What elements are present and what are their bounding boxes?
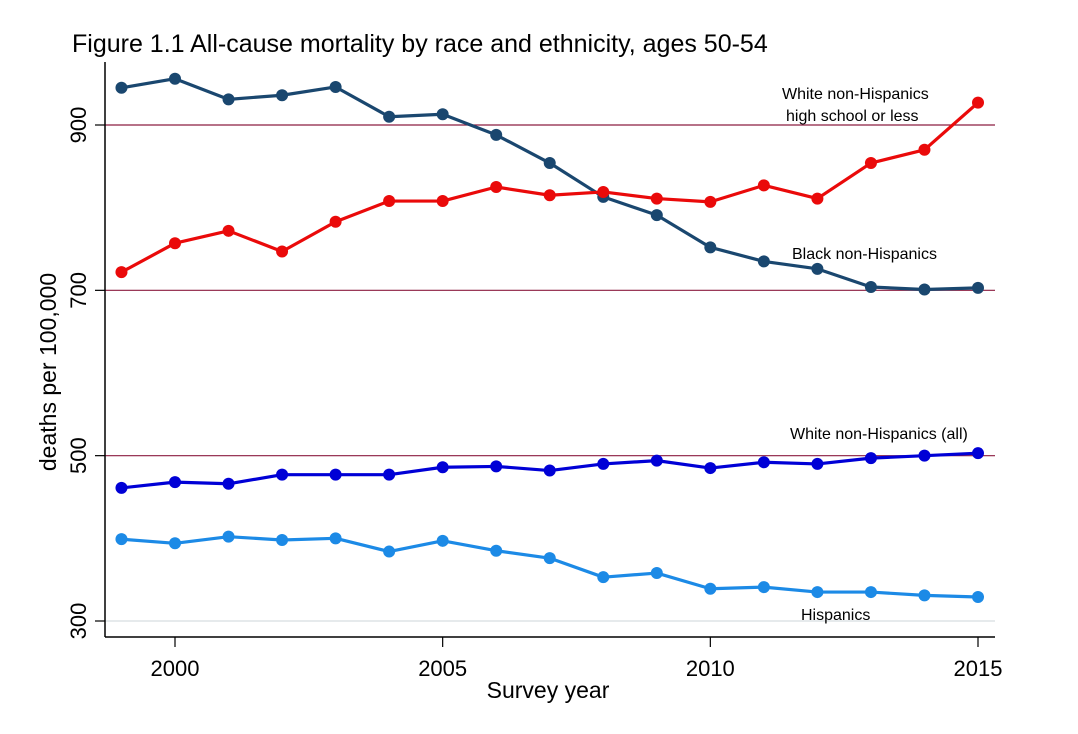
data-point-hispanics-2012 [811,586,824,599]
data-point-black-non-hispanics-2003 [329,80,342,93]
data-point-white-non-hispanics-all-2009 [650,454,663,467]
data-point-black-non-hispanics-2004 [383,110,396,123]
series-white-non-hispanics-all [115,447,984,494]
data-point-hispanics-2015 [972,591,984,604]
data-point-white-non-hispanics-high-school-or-less-2000 [169,237,181,250]
data-point-white-non-hispanics-all-2005 [436,461,449,474]
annotation-white-hs-line1: White non-Hispanics [782,86,929,103]
data-point-white-non-hispanics-high-school-or-less-2013 [864,157,877,170]
data-point-white-non-hispanics-high-school-or-less-2006 [490,181,503,193]
annotation-hispanics: Hispanics [801,607,870,624]
data-point-white-non-hispanics-high-school-or-less-2007 [543,189,556,202]
data-point-hispanics-2007 [543,552,556,565]
data-point-hispanics-1999 [115,533,128,546]
data-point-black-non-hispanics-2001 [222,93,235,106]
data-point-white-non-hispanics-high-school-or-less-2004 [383,195,396,208]
series-hispanics [115,530,984,604]
x-ticks: 2000 2005 2010 2015 [151,637,1003,681]
series-white-non-hispanics-high-school-or-less [115,96,984,279]
data-point-hispanics-2003 [329,532,342,545]
data-point-black-non-hispanics-2005 [436,108,449,121]
data-point-white-non-hispanics-high-school-or-less-2010 [704,195,717,208]
data-point-hispanics-2011 [757,581,770,594]
data-point-white-non-hispanics-high-school-or-less-1999 [115,266,128,279]
reference-lines [105,124,995,622]
data-point-white-non-hispanics-all-2007 [543,464,556,477]
data-point-hispanics-2006 [490,544,503,557]
data-point-white-non-hispanics-high-school-or-less-2012 [811,192,824,205]
y-tick-label: 500 [66,437,91,474]
data-point-white-non-hispanics-high-school-or-less-2001 [222,224,235,237]
data-point-white-non-hispanics-all-2001 [222,477,235,490]
data-point-black-non-hispanics-2010 [704,241,717,254]
data-point-black-non-hispanics-1999 [115,81,128,94]
data-point-white-non-hispanics-high-school-or-less-2015 [972,96,984,109]
axes [104,62,995,638]
data-point-hispanics-2004 [383,545,396,558]
series-group [115,72,984,604]
data-point-black-non-hispanics-2014 [918,283,931,296]
data-point-black-non-hispanics-2007 [543,157,556,170]
data-point-hispanics-2010 [704,582,717,595]
data-point-white-non-hispanics-high-school-or-less-2003 [329,215,342,228]
data-point-black-non-hispanics-2000 [169,72,181,85]
chart-title: Figure 1.1 All-cause mortality by race a… [72,30,768,58]
data-point-black-non-hispanics-2006 [490,128,503,141]
annotation-black: Black non-Hispanics [792,246,937,263]
series-line-hispanics [121,535,979,599]
data-point-black-non-hispanics-2011 [757,255,770,268]
data-point-hispanics-2000 [169,537,181,550]
data-point-hispanics-2013 [864,586,877,599]
x-tick-label: 2010 [686,656,735,681]
data-point-white-non-hispanics-high-school-or-less-2009 [650,192,663,205]
x-tick-label: 2000 [151,656,200,681]
data-point-hispanics-2008 [597,571,610,584]
x-tick-label: 2015 [954,656,1003,681]
data-point-white-non-hispanics-all-2008 [597,457,610,470]
data-point-white-non-hispanics-all-2000 [169,476,181,489]
data-point-white-non-hispanics-all-2006 [490,460,503,473]
data-point-white-non-hispanics-high-school-or-less-2008 [597,185,610,198]
data-point-black-non-hispanics-2009 [650,209,663,222]
data-point-white-non-hispanics-all-2004 [383,468,396,481]
data-point-white-non-hispanics-high-school-or-less-2002 [276,245,289,258]
x-tick-label: 2005 [418,656,467,681]
annotation-white-all: White non-Hispanics (all) [790,426,968,443]
data-point-white-non-hispanics-all-1999 [115,481,128,494]
data-point-black-non-hispanics-2015 [972,281,984,294]
data-point-white-non-hispanics-high-school-or-less-2011 [757,179,770,192]
data-point-white-non-hispanics-all-2002 [276,468,289,481]
y-tick-label: 700 [66,272,91,309]
data-point-hispanics-2001 [222,530,235,543]
data-point-white-non-hispanics-high-school-or-less-2014 [918,143,931,156]
data-point-white-non-hispanics-all-2013 [864,452,877,465]
y-tick-label: 900 [66,107,91,144]
y-ticks: 300 500 700 900 [66,107,105,640]
data-point-white-non-hispanics-all-2015 [972,447,984,460]
data-point-black-non-hispanics-2002 [276,89,289,102]
data-point-hispanics-2002 [276,533,289,546]
data-point-white-non-hispanics-all-2010 [704,462,717,475]
data-point-white-non-hispanics-all-2014 [918,449,931,462]
data-point-hispanics-2005 [436,534,449,547]
data-point-black-non-hispanics-2013 [864,281,877,294]
y-axis-label: deaths per 100,000 [35,273,61,471]
data-point-white-non-hispanics-all-2003 [329,468,342,481]
data-point-white-non-hispanics-high-school-or-less-2005 [436,195,449,208]
data-point-white-non-hispanics-all-2012 [811,457,824,470]
data-point-black-non-hispanics-2012 [811,262,824,275]
annotation-white-hs-line2: high school or less [786,108,919,125]
data-point-white-non-hispanics-all-2011 [757,456,770,469]
data-point-hispanics-2014 [918,589,931,602]
x-axis-label: Survey year [487,677,610,703]
series-black-non-hispanics [115,72,984,296]
data-point-hispanics-2009 [650,567,663,580]
annotations: White non-Hispanics high school or less … [782,86,968,624]
y-tick-label: 300 [66,603,91,640]
